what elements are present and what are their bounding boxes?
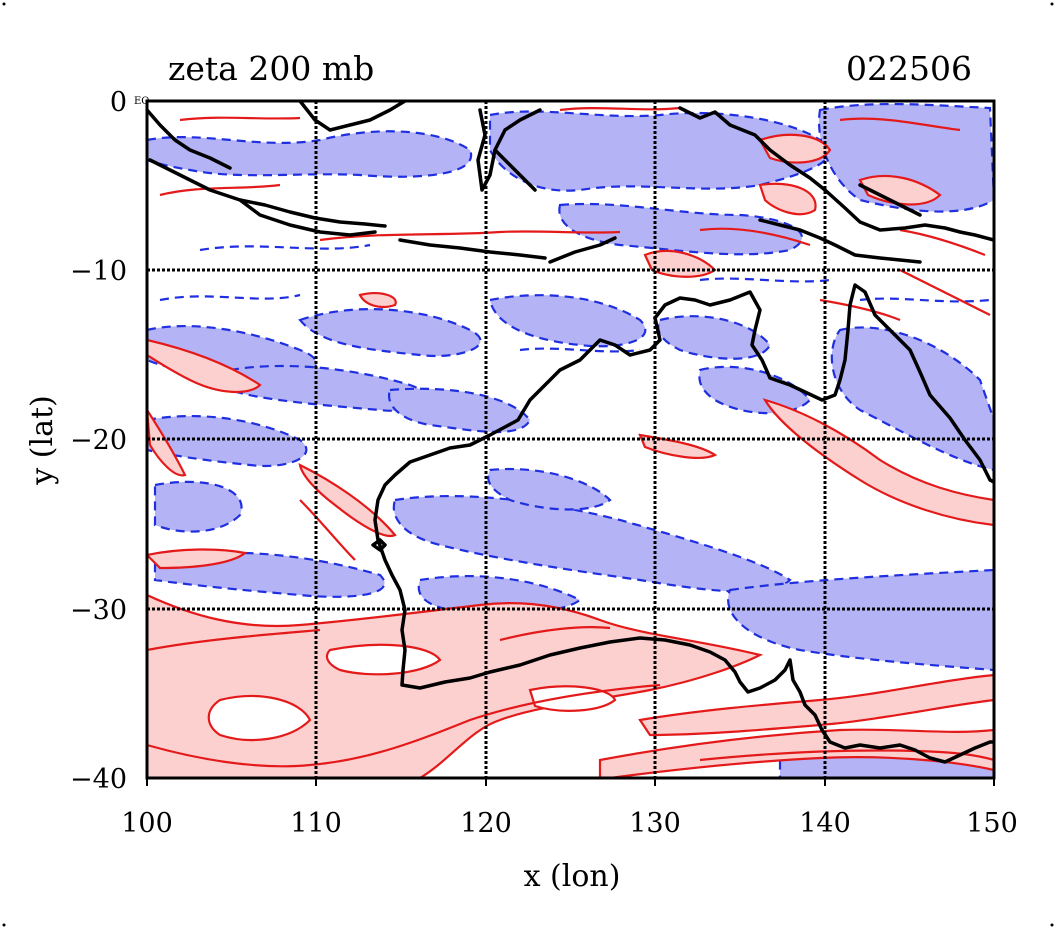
x-tick-label: 100 [121, 808, 173, 839]
y-tick-label: −20 [70, 425, 127, 456]
coastline-cape-york-islands [858, 183, 922, 217]
y-axis-label: y (lat) [25, 395, 60, 485]
coastlines [147, 101, 994, 764]
x-axis-label: x (lon) [524, 859, 621, 894]
coastline-australia [373, 316, 994, 764]
y-axis: 0 −10 −20 −30 −40 y (lat) [25, 87, 127, 795]
coastline-west-coast-islands [371, 538, 387, 552]
coastline-java-south [238, 198, 377, 237]
x-tick-label: 110 [290, 808, 342, 839]
lat-lon-grid [147, 101, 994, 778]
coastline-new-guinea-south [758, 218, 922, 264]
corner-mark-bl [2, 923, 6, 927]
x-axis: 100 110 120 130 140 150 x (lon) [121, 778, 1018, 894]
x-tick-label: 150 [966, 808, 1018, 839]
coastline-sulawesi [476, 108, 542, 192]
coastline-new-guinea [678, 106, 994, 242]
y-tick-label: −40 [70, 764, 127, 795]
date-code: 022506 [846, 49, 972, 88]
y-tick-label: −10 [70, 256, 127, 287]
coastline-borneo [298, 101, 407, 132]
coastline-java [148, 158, 387, 228]
x-tick-label: 140 [799, 808, 851, 839]
x-tick-label: 120 [460, 808, 512, 839]
coastline-lesser-sunda [398, 238, 547, 260]
x-tick-label: 130 [629, 808, 681, 839]
corner-mark-br [1050, 923, 1054, 927]
plot-title: zeta 200 mb [168, 49, 374, 88]
y-tick-label: −30 [70, 595, 127, 626]
equator-label: EQ [134, 96, 150, 107]
positive-vorticity-regions [147, 106, 994, 778]
plot-frame [145, 99, 996, 780]
map-plot-area [147, 101, 994, 778]
corner-mark-tl [2, 2, 6, 6]
coastline-sumatra [147, 108, 232, 170]
coastline-timor [548, 236, 617, 264]
coastline-australia-north [653, 283, 994, 484]
coastline-sulawesi-arm [493, 148, 537, 192]
y-tick-label: 0 [110, 87, 127, 118]
corner-mark-tr [1050, 2, 1054, 6]
